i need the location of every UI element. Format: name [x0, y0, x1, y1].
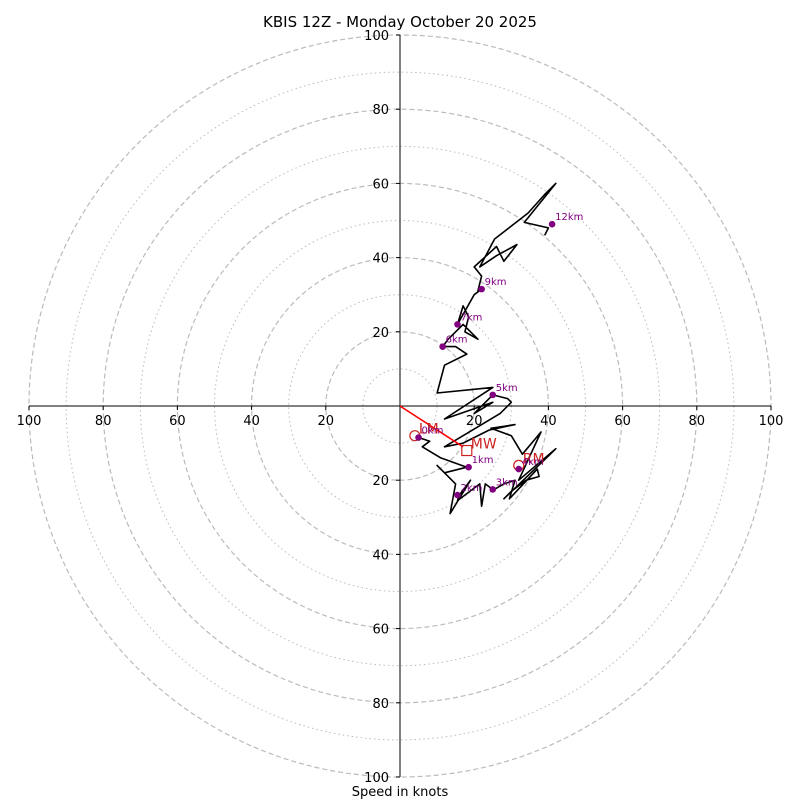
height-marker-6km [439, 343, 446, 350]
y-tick-label: 20 [372, 474, 389, 489]
height-label-5km: 5km [496, 383, 518, 394]
height-marker-4km [515, 465, 523, 473]
height-label-3km: 3km [496, 477, 518, 488]
y-tick-label: 80 [372, 697, 389, 712]
y-tick-label: 40 [372, 548, 389, 563]
storm-motion-markers: LM RM MW [409, 422, 545, 471]
height-label-2km: 2km [461, 483, 483, 494]
y-tick-label: 60 [372, 177, 389, 192]
height-label-4km: 4km [522, 457, 544, 468]
x-tick-label: 60 [169, 414, 186, 429]
height-marker-2km [454, 491, 461, 499]
y-tick-label: 100 [364, 29, 389, 44]
height-marker-1km [465, 463, 472, 471]
x-tick-label: 80 [95, 414, 112, 429]
height-marker-0km [415, 434, 422, 441]
shear-vector-line [399, 405, 464, 448]
height-label-0km: 0km [422, 426, 444, 437]
x-tick-label: 20 [318, 414, 335, 429]
tick-labels: 100 80 60 40 20 20 40 60 80 100 100 80 60 40 20 20 40 60 8… [17, 29, 784, 786]
height-label-9km: 9km [485, 277, 507, 288]
height-label-1km: 1km [472, 455, 494, 466]
x-tick-label: 40 [540, 414, 557, 429]
x-tick-label: 100 [17, 414, 42, 429]
mw-marker [461, 444, 473, 457]
y-tick-label: 60 [372, 623, 389, 638]
hodograph-trace [418, 182, 557, 515]
y-tick-label: 40 [372, 252, 389, 267]
shear-vector [399, 405, 464, 448]
x-tick-label: 80 [689, 414, 706, 429]
y-tick-label: 20 [372, 326, 389, 341]
height-markers: 0km 1km 2km 3km 4km 5km 6km 7km 9km 12km [415, 212, 583, 499]
height-label-7km: 7km [461, 312, 483, 323]
rm-label: RM [523, 451, 545, 467]
height-label-12km: 12km [555, 212, 583, 223]
y-tick-label: 80 [372, 103, 389, 118]
y-tick-label: 100 [364, 771, 389, 786]
height-label-6km: 6km [446, 335, 468, 346]
height-marker-5km [489, 391, 497, 399]
hodograph-line [418, 182, 557, 515]
x-tick-label: 100 [759, 414, 784, 429]
mw-label: MW [471, 437, 497, 453]
height-marker-9km [478, 285, 485, 293]
lm-label: LM [419, 422, 439, 438]
x-tick-label: 40 [243, 414, 260, 429]
height-marker-12km [548, 220, 556, 228]
x-tick-label: 60 [614, 414, 631, 429]
x-axis-label: Speed in knots [352, 785, 449, 800]
chart-title: KBIS 12Z - Monday October 20 2025 [263, 13, 537, 31]
x-tick-label: 20 [466, 414, 483, 429]
height-marker-7km [454, 321, 461, 328]
height-marker-3km [489, 486, 497, 493]
